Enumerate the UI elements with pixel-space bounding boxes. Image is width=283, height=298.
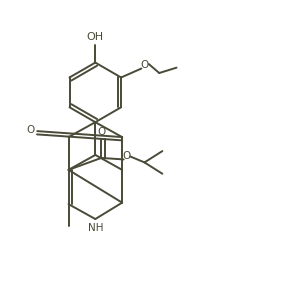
Text: O: O (27, 125, 35, 135)
Text: OH: OH (87, 32, 104, 42)
Text: O: O (123, 151, 131, 162)
Text: O: O (141, 60, 149, 70)
Text: O: O (97, 127, 105, 137)
Text: NH: NH (87, 223, 103, 233)
